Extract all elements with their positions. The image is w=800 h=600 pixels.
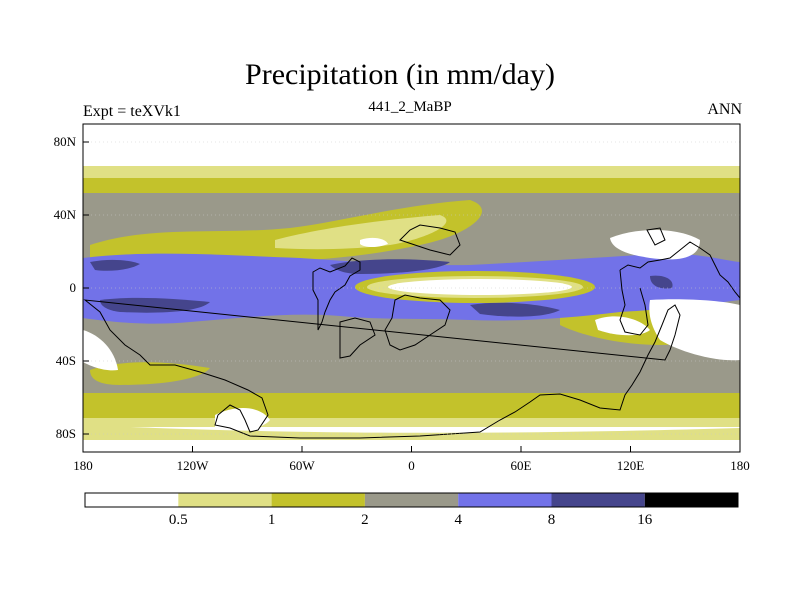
plot-title: Precipitation (in mm/day): [245, 58, 555, 91]
precip-patch-dark-indian: [470, 302, 560, 317]
lat-label-80s: 80S: [56, 426, 76, 441]
dry-patch-north-atlantic: [360, 237, 388, 247]
colorbar-swatch-1-2: [271, 493, 365, 507]
colorbar: 0.5 1 2 4 8 16: [84, 492, 739, 528]
colorbar-label-4: 4: [454, 512, 462, 528]
coastline-east-asia: [646, 227, 666, 246]
coastline-south-america: [339, 317, 376, 359]
lon-label-120w: 120W: [177, 458, 210, 473]
lon-label-180w: 180: [73, 458, 93, 473]
experiment-label: Expt = teXVk1: [83, 103, 181, 120]
equatorial-dry-zone: [388, 279, 572, 295]
lon-label-0: 0: [408, 458, 415, 473]
colorbar-swatch-below-0.5: [85, 493, 179, 507]
colorbar-frame: [84, 492, 739, 508]
north-polar-dry: [83, 124, 740, 166]
lon-label-120e: 120E: [617, 458, 645, 473]
map-field: [83, 124, 740, 452]
coastline-asia-pacific: [619, 241, 740, 336]
precip-patch-olive-southwest: [90, 362, 210, 385]
coastline-central-america: [312, 257, 361, 331]
lat-label-0: 0: [70, 280, 77, 295]
colorbar-label-1: 1: [268, 512, 276, 528]
south-pale-band: [83, 425, 740, 440]
colorbar-swatch-0.5-1: [178, 493, 272, 507]
colorbar-swatch-4-8: [458, 493, 552, 507]
latitude-axis: 80N 40N 0 40S 80S: [54, 134, 89, 441]
dry-patch-south-pole: [215, 408, 270, 431]
colorbar-label-2: 2: [361, 512, 369, 528]
longitude-axis: 180 120W 60W 0 60E 120E 180: [73, 446, 750, 473]
precip-patch-dark-pacific-east: [650, 275, 673, 289]
colorbar-swatch-2-4: [364, 493, 459, 507]
precip-patch-dark-west-edge: [90, 259, 140, 271]
season-label: ANN: [707, 101, 742, 118]
period-label: 441_2_MaBP: [368, 99, 452, 115]
map-gridlines: [83, 141, 740, 435]
lon-label-60e: 60E: [511, 458, 532, 473]
coastline-antarctica-and-south: [83, 299, 681, 439]
lon-label-180e: 180: [730, 458, 750, 473]
precip-patch-olive-north: [90, 200, 482, 262]
colorbar-swatch-above-16: [644, 493, 739, 507]
dry-patch-southwest: [83, 330, 118, 371]
colorbar-label-8: 8: [548, 512, 556, 528]
lat-label-40n: 40N: [54, 207, 77, 222]
lon-label-60w: 60W: [289, 458, 315, 473]
lat-label-40s: 40S: [56, 353, 76, 368]
precip-patch-dark-pacific: [100, 297, 210, 313]
lat-label-80n: 80N: [54, 134, 77, 149]
colorbar-label-16: 16: [637, 512, 653, 528]
coastline-africa: [384, 294, 451, 351]
coastline-europe: [399, 224, 461, 256]
colorbar-label-0.5: 0.5: [169, 512, 188, 528]
continent-outlines: [83, 224, 740, 439]
colorbar-swatch-8-16: [551, 493, 645, 507]
